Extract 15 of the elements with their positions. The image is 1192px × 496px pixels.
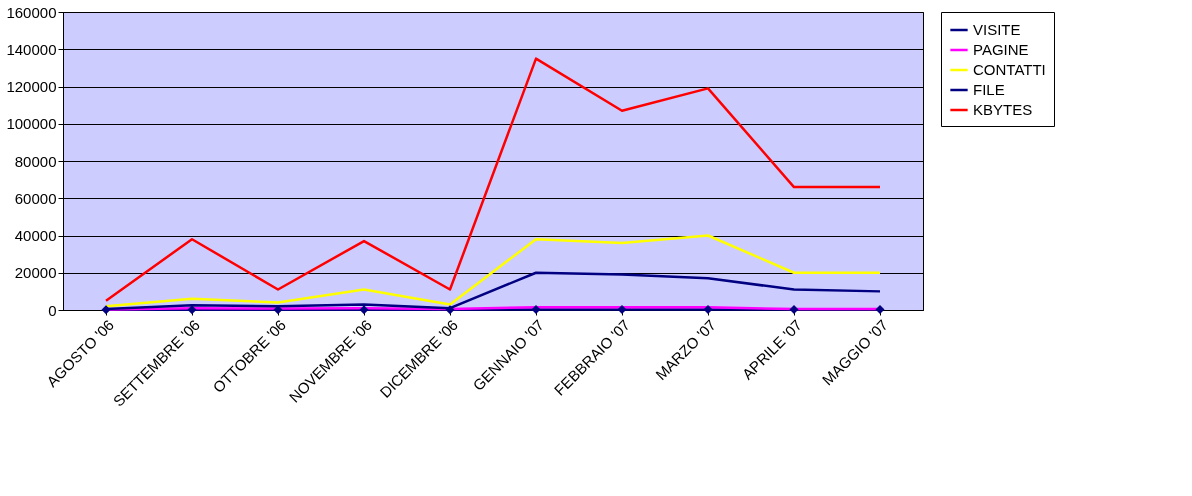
y-tick-label: 160000 (6, 3, 57, 21)
y-tick-label: 0 (48, 301, 57, 319)
y-tick-label: 140000 (6, 40, 57, 58)
y-tick-label: 40000 (14, 227, 57, 244)
legend-label: FILE (973, 81, 1005, 98)
y-tick-label: 20000 (14, 264, 57, 282)
legend-label: KBYTES (973, 101, 1033, 118)
y-tick-label: 100000 (6, 115, 57, 133)
y-tick-label: 120000 (6, 78, 57, 95)
line-series (104, 57, 882, 302)
y-tick-label: 60000 (14, 189, 57, 207)
legend-label: PAGINE (973, 41, 1029, 58)
legend-label: VISITE (973, 21, 1021, 38)
y-tick-label: 80000 (14, 152, 57, 170)
legend-label: CONTATTI (973, 61, 1046, 78)
